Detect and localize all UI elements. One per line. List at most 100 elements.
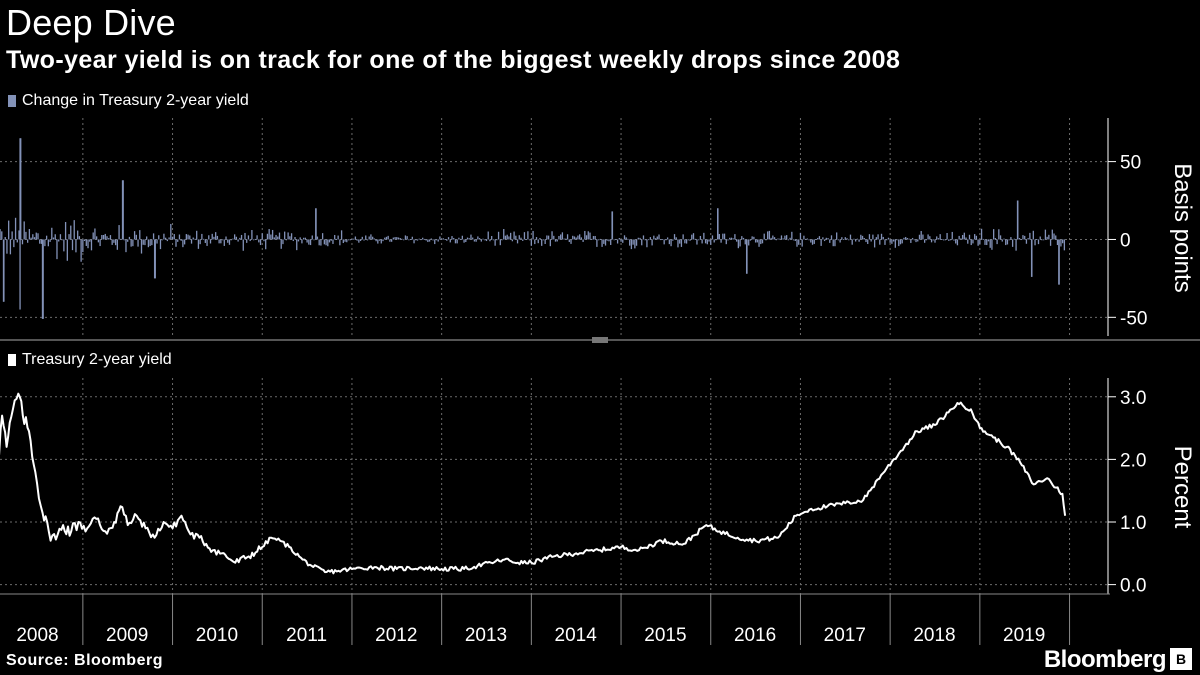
bar	[942, 239, 945, 241]
bar	[503, 229, 505, 240]
bar	[960, 238, 962, 240]
bar	[836, 232, 838, 240]
bar	[339, 239, 341, 246]
bar	[428, 239, 431, 242]
bar	[651, 239, 653, 246]
bar	[1056, 239, 1059, 246]
bar	[325, 239, 327, 246]
bar	[675, 237, 677, 240]
bar	[51, 227, 53, 240]
bar	[808, 239, 810, 241]
bar	[334, 234, 336, 240]
bar	[932, 239, 934, 241]
bar	[399, 238, 401, 240]
bar	[967, 239, 969, 244]
bar	[97, 239, 100, 243]
bar	[116, 239, 118, 250]
bar	[259, 239, 262, 246]
bar	[140, 239, 143, 254]
bar	[16, 239, 18, 243]
bar	[1049, 239, 1052, 246]
bar	[698, 239, 700, 241]
bar	[183, 239, 186, 245]
bar	[687, 239, 689, 241]
bar	[313, 239, 315, 241]
bar	[794, 239, 796, 242]
bar	[71, 239, 74, 251]
bar	[409, 239, 412, 240]
bar	[896, 239, 898, 241]
bar	[196, 230, 198, 240]
bar	[566, 234, 569, 240]
bar	[403, 239, 405, 241]
bar	[568, 239, 570, 243]
bar	[151, 239, 153, 246]
bar	[218, 239, 220, 244]
bar	[710, 239, 712, 245]
bar	[83, 239, 86, 241]
bar	[927, 234, 929, 240]
bar	[20, 138, 22, 240]
bar	[463, 239, 465, 243]
bar	[234, 234, 236, 240]
bar	[358, 239, 360, 243]
bar	[673, 234, 676, 240]
bar	[47, 239, 49, 247]
bar	[340, 230, 343, 240]
bar	[720, 239, 722, 243]
x-tick-label: 2017	[824, 625, 866, 646]
bar	[373, 238, 376, 240]
bar	[993, 229, 995, 240]
bar	[1, 231, 3, 240]
bar-notable	[315, 208, 317, 240]
bar	[63, 239, 65, 252]
bar	[884, 239, 886, 245]
y-tick-label-top: -50	[1120, 308, 1147, 329]
bar	[137, 239, 139, 247]
bar	[1027, 238, 1029, 240]
bar	[879, 239, 881, 245]
bar	[842, 239, 845, 241]
bar	[704, 239, 707, 244]
bar	[658, 234, 660, 240]
bar	[735, 239, 738, 242]
bar	[45, 235, 48, 240]
bar	[342, 239, 344, 244]
bar	[149, 239, 151, 246]
bar	[734, 234, 736, 240]
bar	[606, 239, 608, 241]
bar	[642, 235, 645, 240]
bar	[870, 239, 872, 242]
bar	[56, 239, 58, 260]
bar	[868, 234, 871, 240]
bar	[622, 239, 624, 243]
bar	[0, 229, 1, 240]
bar	[958, 235, 960, 240]
bar	[404, 235, 407, 240]
bar	[25, 231, 27, 240]
bar	[1053, 233, 1055, 240]
bar	[397, 237, 400, 240]
bar	[715, 239, 717, 241]
bar	[411, 236, 413, 240]
bar	[484, 239, 486, 241]
bar	[677, 239, 679, 248]
bar	[23, 221, 25, 240]
bar	[285, 239, 288, 241]
bar	[525, 239, 527, 241]
bar	[798, 239, 800, 245]
bar	[834, 239, 836, 247]
bar	[801, 239, 803, 247]
bar	[632, 239, 634, 245]
bar	[806, 238, 808, 240]
bar	[323, 239, 325, 245]
bar	[327, 239, 329, 247]
bar	[1036, 239, 1038, 240]
bar	[661, 239, 664, 240]
bar	[109, 235, 112, 240]
bar	[99, 239, 101, 247]
bar	[451, 236, 453, 240]
bar	[768, 230, 771, 240]
bar	[508, 236, 510, 240]
bar	[979, 239, 981, 244]
